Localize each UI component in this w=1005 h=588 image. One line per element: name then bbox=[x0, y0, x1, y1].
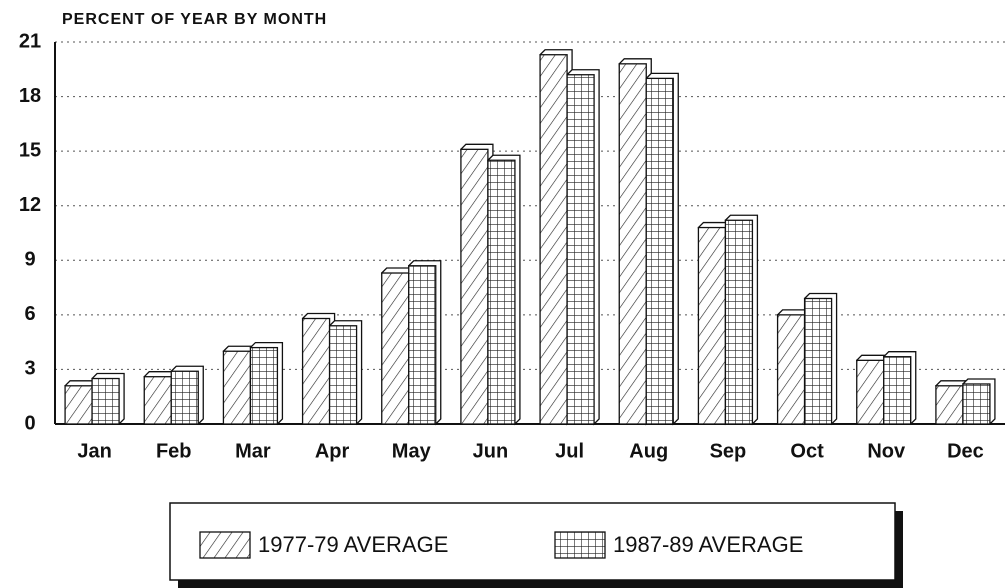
bar bbox=[618, 63, 647, 425]
x-tick-label: Mar bbox=[235, 440, 271, 462]
bar bbox=[776, 314, 806, 425]
bar bbox=[803, 297, 833, 425]
bar bbox=[697, 226, 727, 425]
bar bbox=[566, 74, 595, 425]
x-tick-label: Jul bbox=[555, 440, 584, 462]
x-tick-label: Jan bbox=[77, 440, 111, 462]
y-tick-label: 15 bbox=[19, 139, 41, 161]
y-tick-label: 12 bbox=[19, 194, 41, 216]
bar bbox=[301, 317, 331, 425]
bar bbox=[328, 325, 358, 425]
legend-label: 1977-79 AVERAGE bbox=[258, 532, 448, 557]
x-tick-label: Dec bbox=[947, 440, 984, 462]
legend-label: 1987-89 AVERAGE bbox=[613, 532, 803, 557]
x-tick-label: Nov bbox=[867, 440, 906, 462]
x-tick-label: Apr bbox=[315, 440, 350, 462]
bar bbox=[724, 219, 754, 425]
bar bbox=[249, 346, 279, 425]
x-tick-label: May bbox=[392, 440, 432, 462]
x-tick-label: Feb bbox=[156, 440, 192, 462]
bar bbox=[883, 356, 912, 425]
bar bbox=[645, 77, 674, 425]
bar bbox=[408, 265, 437, 425]
x-tick-label: Jun bbox=[473, 440, 509, 462]
bar bbox=[170, 370, 199, 425]
bar bbox=[222, 350, 252, 425]
y-tick-label: 6 bbox=[24, 303, 35, 325]
chart-title: PERCENT OF YEAR BY MONTH bbox=[62, 11, 327, 28]
y-tick-label: 21 bbox=[19, 30, 41, 52]
legend-box bbox=[169, 502, 896, 581]
bar bbox=[935, 385, 964, 425]
bar bbox=[539, 54, 568, 425]
bar bbox=[381, 272, 410, 425]
y-tick-label: 9 bbox=[24, 249, 35, 271]
x-tick-label: Sep bbox=[710, 440, 747, 462]
y-tick-label: 0 bbox=[24, 412, 35, 434]
bar bbox=[64, 385, 93, 425]
y-tick-label: 3 bbox=[24, 358, 35, 380]
bar bbox=[91, 377, 120, 425]
bar bbox=[460, 148, 489, 425]
bar bbox=[487, 159, 516, 425]
bar bbox=[856, 359, 885, 425]
x-tick-label: Aug bbox=[629, 440, 668, 462]
legend-swatch bbox=[554, 531, 606, 559]
bar bbox=[143, 376, 172, 425]
x-tick-label: Oct bbox=[790, 440, 824, 462]
y-tick-label: 18 bbox=[19, 85, 41, 107]
bar bbox=[962, 383, 991, 425]
legend-swatch bbox=[199, 531, 251, 559]
